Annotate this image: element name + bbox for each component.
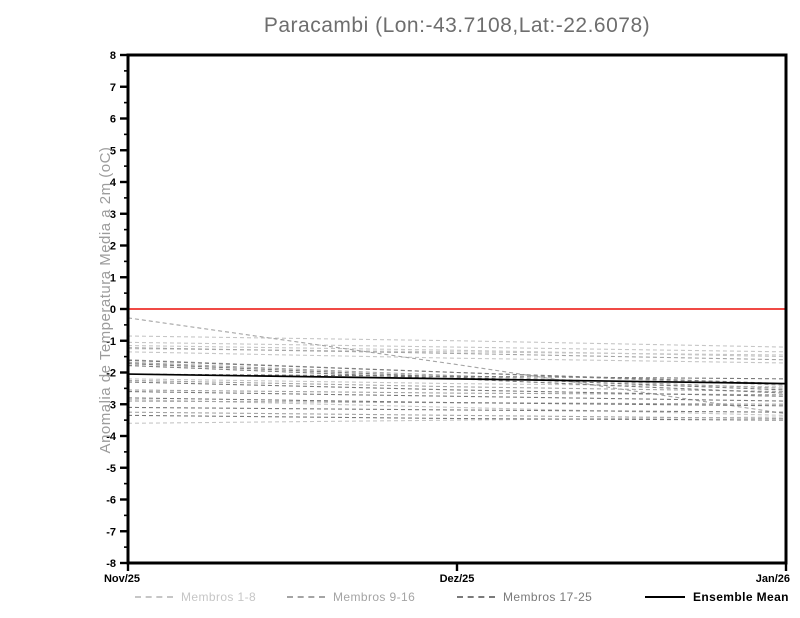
member-line [127, 379, 787, 393]
member-line [127, 317, 787, 415]
member-line [127, 335, 787, 348]
member-line [127, 416, 787, 424]
legend-label: Ensemble Mean [693, 590, 789, 604]
y-tick-label: -8 [106, 558, 116, 570]
y-tick-label: 5 [110, 145, 116, 157]
y-tick-label: -2 [106, 368, 116, 380]
y-tick-label: -5 [106, 463, 116, 475]
member-line [127, 397, 787, 407]
member-line [127, 411, 787, 420]
solid-line-sample-icon [645, 596, 685, 598]
y-tick-label: 7 [110, 82, 116, 94]
legend-entry-membros-1-8: Membros 1-8 [135, 589, 256, 605]
y-tick-label: 4 [110, 177, 117, 189]
x-tick-label: Dez/25 [440, 573, 475, 585]
ensemble-mean-line [127, 373, 787, 385]
y-tick-label: -3 [106, 399, 116, 411]
dashed-line-sample-icon [287, 596, 325, 598]
member-line [127, 363, 787, 391]
legend-label: Membros 1-8 [181, 590, 257, 604]
y-tick-label: 0 [110, 304, 116, 316]
x-tick-label: Nov/25 [104, 573, 140, 585]
legend-label: Membros 17-25 [503, 590, 593, 604]
y-tick-label: -6 [106, 495, 116, 507]
dashed-line-sample-icon [135, 596, 173, 598]
y-tick-label: -7 [106, 526, 116, 538]
y-tick-label: 3 [110, 209, 116, 221]
member-line [127, 381, 787, 397]
member-line [127, 359, 787, 385]
x-tick-label: Jan/26 [756, 573, 790, 585]
legend: Membros 1-8 Membros 9-16 Membros 17-25 E… [0, 589, 800, 609]
member-line [127, 391, 787, 402]
member-line [127, 361, 787, 389]
member-line [127, 406, 787, 413]
member-line [127, 348, 787, 356]
member-line [127, 414, 787, 421]
dashed-line-sample-icon [457, 596, 495, 598]
member-line [127, 389, 787, 396]
legend-entry-membros-9-16: Membros 9-16 [287, 589, 415, 605]
y-tick-label: 2 [110, 241, 116, 253]
member-line [127, 398, 787, 416]
chart-title: Paracambi (Lon:-43.7108,Lat:-22.6078) [263, 14, 651, 37]
y-tick-label: 6 [110, 114, 116, 126]
y-axis-label: Anomalia de Temperatura Media a 2m (oC) [97, 146, 114, 454]
member-line [127, 373, 787, 380]
member-line [127, 347, 787, 361]
y-tick-label: -4 [106, 431, 117, 443]
y-tick-label: 1 [110, 272, 116, 284]
y-tick-label: 8 [110, 50, 116, 62]
member-line [127, 351, 787, 364]
y-tick-label: -1 [106, 336, 116, 348]
legend-entry-ensemble-mean: Ensemble Mean [645, 589, 789, 605]
member-line [127, 341, 787, 353]
legend-label: Membros 9-16 [333, 590, 416, 604]
legend-entry-membros-17-25: Membros 17-25 [457, 589, 592, 605]
